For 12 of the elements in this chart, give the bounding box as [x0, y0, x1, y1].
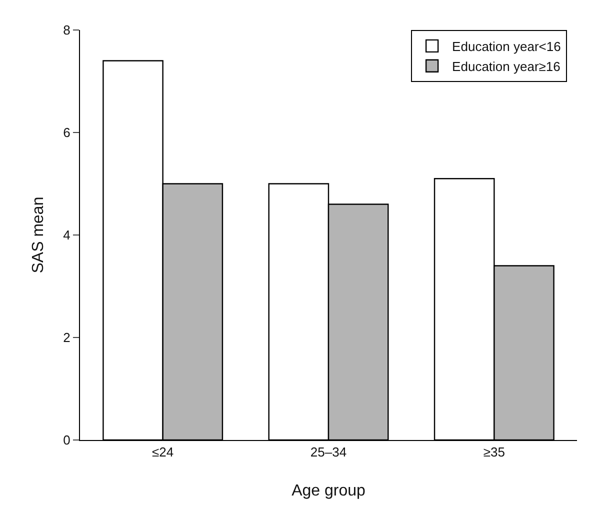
x-tick-label: ≥35 [483, 444, 505, 460]
y-tick-label: 4 [63, 228, 70, 243]
y-tick-label: 2 [63, 330, 70, 346]
x-tick-label: ≤24 [152, 444, 174, 460]
y-tick-label: 6 [63, 125, 70, 140]
y-axis-title: SAS mean [30, 196, 48, 274]
x-axis-title: Age group [292, 482, 366, 500]
legend-label: Education year<16 [452, 39, 561, 54]
x-tick-label: 25–34 [310, 444, 347, 460]
y-tick-label: 0 [63, 432, 70, 448]
y-tick-label: 8 [63, 22, 70, 38]
legend-label: Education year≥16 [452, 58, 560, 74]
